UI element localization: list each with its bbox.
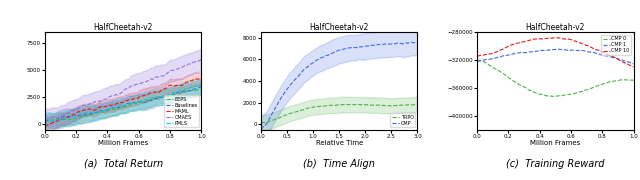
Title: HalfCheetah-v2: HalfCheetah-v2 [525, 23, 585, 32]
X-axis label: Million Frames: Million Frames [98, 140, 148, 146]
Legend: CMP 0, CMP 1, CMP 10: CMP 0, CMP 1, CMP 10 [601, 35, 631, 55]
Text: (b)  Time Align: (b) Time Align [303, 159, 375, 168]
Title: HalfCheetah-v2: HalfCheetah-v2 [93, 23, 153, 32]
Text: (c)  Training Reward: (c) Training Reward [506, 159, 605, 168]
Legend: TRPO, CMP: TRPO, CMP [390, 113, 415, 127]
X-axis label: Relative Time: Relative Time [316, 140, 363, 146]
Text: (a)  Total Return: (a) Total Return [84, 159, 163, 168]
X-axis label: Million Frames: Million Frames [530, 140, 580, 146]
Legend: EEPS, Baselines, MAML, CMAES, PMLS: EEPS, Baselines, MAML, CMAES, PMLS [164, 95, 199, 127]
Title: HalfCheetah-v2: HalfCheetah-v2 [310, 23, 369, 32]
